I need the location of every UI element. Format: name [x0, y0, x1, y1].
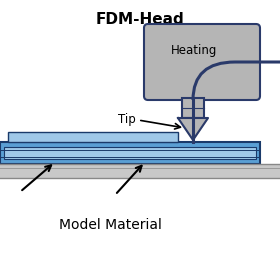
Polygon shape — [178, 118, 208, 140]
Bar — [8, 132, 178, 142]
FancyBboxPatch shape — [144, 24, 260, 100]
Bar — [0, 142, 260, 164]
Text: Heating: Heating — [171, 44, 217, 57]
Text: Tip: Tip — [118, 113, 136, 127]
Bar — [182, 98, 204, 118]
Bar — [0, 164, 280, 178]
Text: FDM-Head: FDM-Head — [96, 12, 184, 27]
Text: Model Material: Model Material — [59, 218, 162, 232]
Bar — [4, 147, 256, 159]
